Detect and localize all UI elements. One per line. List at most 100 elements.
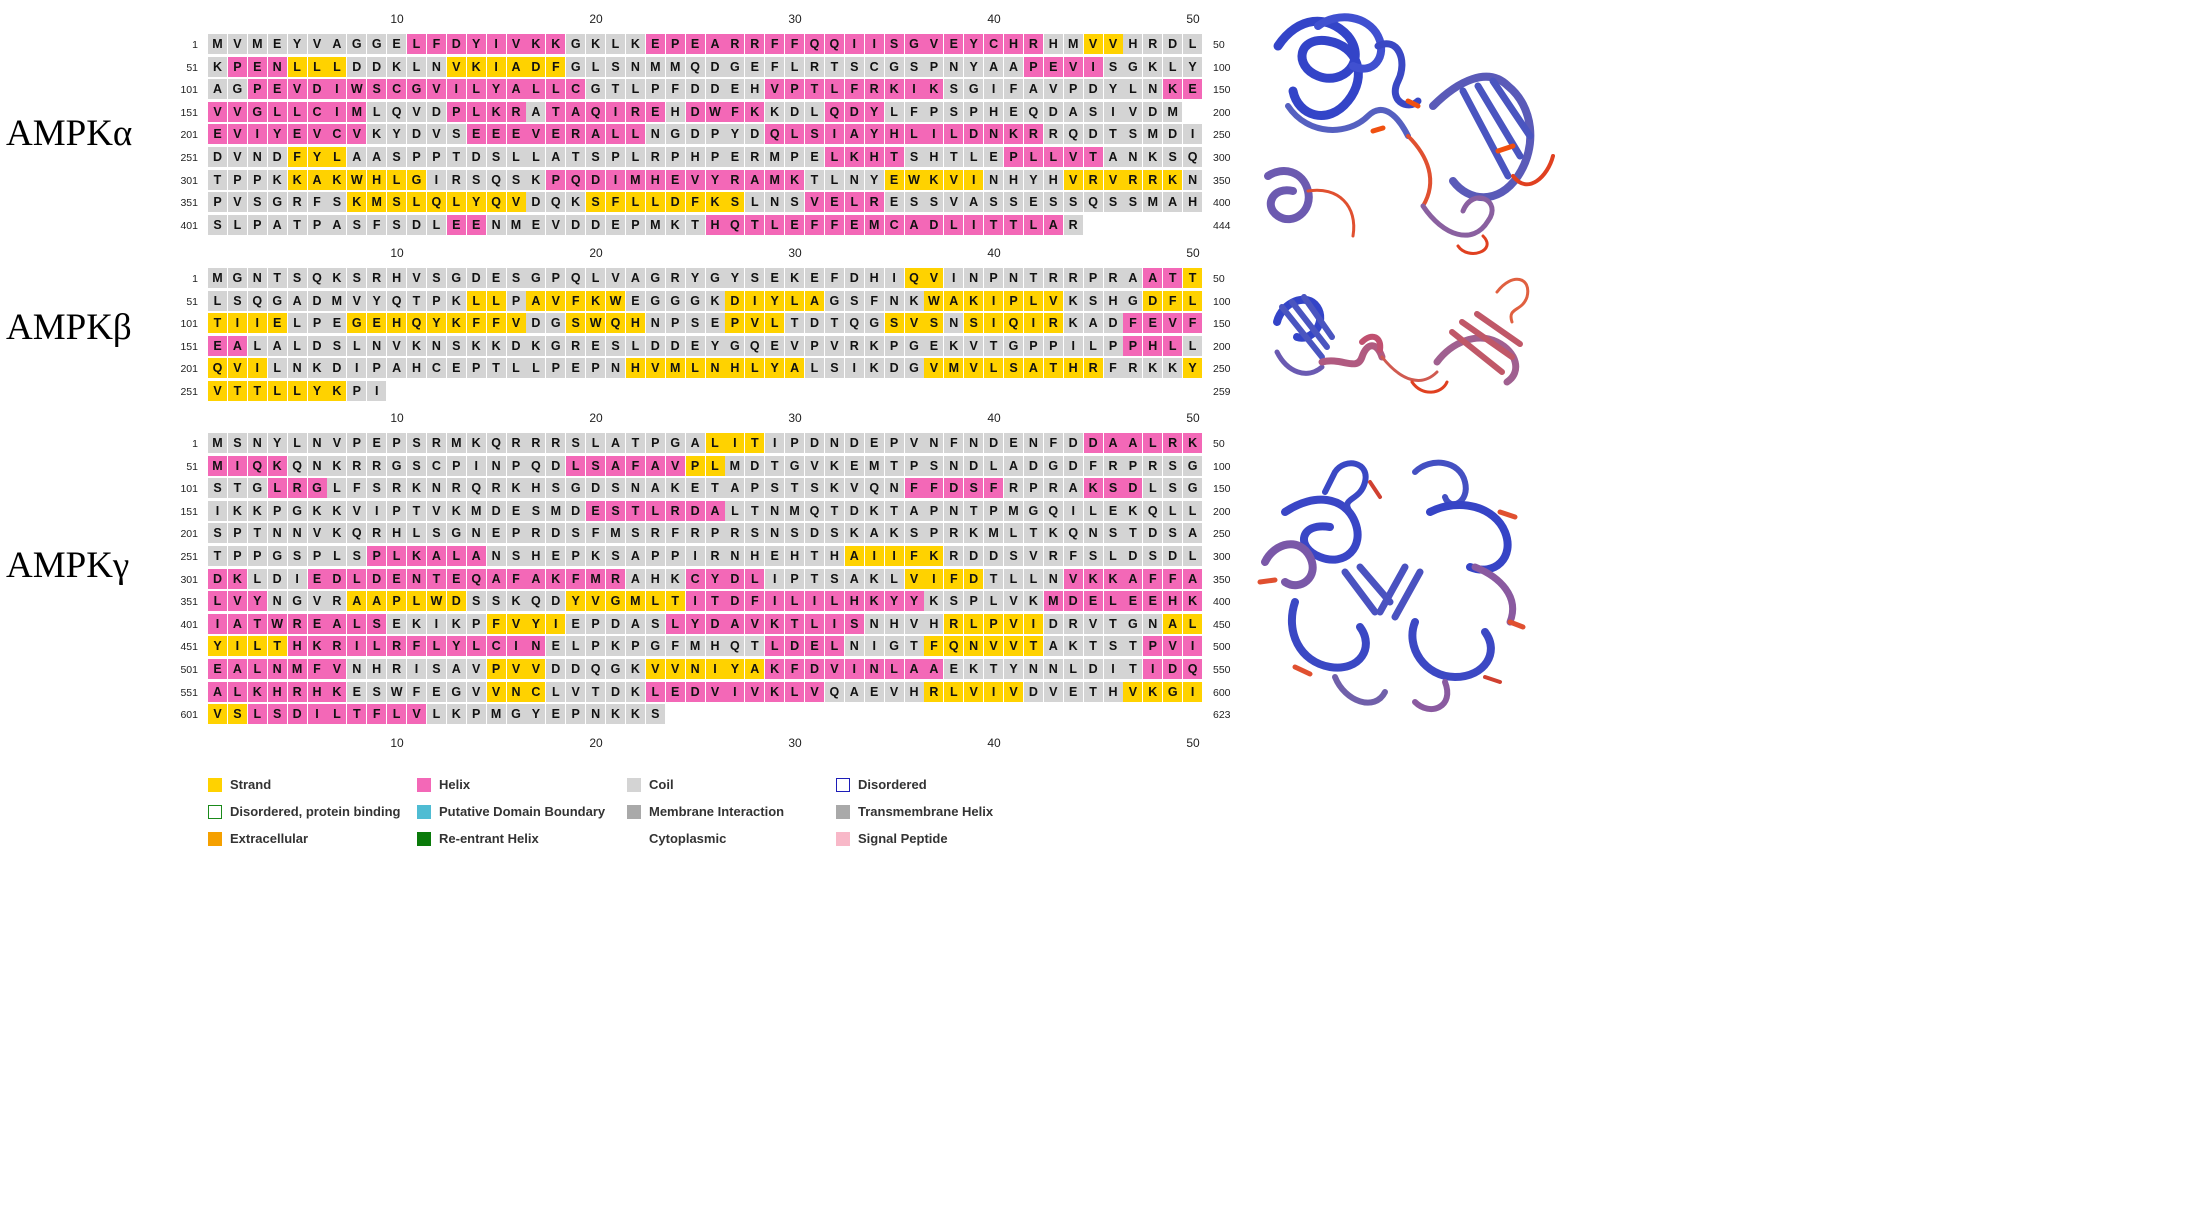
residue-cell: I	[864, 34, 884, 54]
residue-cell: M	[1043, 591, 1063, 612]
residue-cell: T	[1083, 636, 1103, 657]
residue-cell: G	[267, 192, 287, 213]
residue-cell: K	[307, 358, 327, 379]
residue-cell: N	[426, 56, 446, 77]
residue-cell: K	[625, 704, 645, 725]
residue-cell: S	[844, 290, 864, 311]
residue-cell: P	[645, 433, 665, 453]
residue-cell: G	[407, 79, 426, 100]
residue-cell: I	[546, 613, 566, 634]
residue-cell: S	[1004, 358, 1023, 379]
residue-cell: L	[1183, 335, 1203, 356]
residue-cell: P	[625, 214, 645, 235]
residue-cell: V	[1004, 636, 1023, 657]
sequence-row: 201 E V I Y E V C V K Y D V S E E E V E R A L L N G D P Y D Q L S I A Y H L I…	[0, 124, 1240, 145]
residue-cell: W	[924, 290, 944, 311]
residue-cell: G	[506, 704, 526, 725]
residue-cell: S	[606, 500, 625, 521]
residue-cell: A	[506, 56, 526, 77]
residue-cell: A	[267, 335, 287, 356]
residue-cell: R	[1063, 268, 1083, 288]
residue-cell: E	[466, 214, 486, 235]
residue-cell: V	[645, 358, 665, 379]
legend-swatch	[417, 832, 431, 846]
residue-cell: T	[1183, 268, 1203, 288]
residue-cell: V	[924, 268, 944, 288]
residue-cell: Y	[566, 591, 586, 612]
sequence-row: 201 S P T N N V K Q R H L S G N E P R D S F M S R F R P R S N S D S K A K S P…	[0, 523, 1240, 544]
residue-cell: K	[247, 681, 267, 702]
residue-cell: E	[884, 192, 904, 213]
residue-cell: R	[606, 568, 625, 589]
residue-cell: L	[625, 124, 645, 145]
residue-cell: Y	[725, 124, 745, 145]
legend-swatch	[417, 805, 431, 819]
residue-cell: I	[486, 34, 506, 54]
residue-cell: P	[307, 313, 327, 334]
residue-cell: P	[546, 169, 566, 190]
residue-cell: Y	[964, 56, 984, 77]
residue-cell: D	[267, 147, 287, 167]
residue-cell: A	[606, 455, 625, 476]
residue-cell: S	[267, 704, 287, 725]
residue-cell: N	[884, 290, 904, 311]
residue-cell: S	[964, 478, 984, 499]
residue-cell: K	[924, 591, 944, 612]
residue-cell: N	[267, 56, 287, 77]
residue-cell: C	[864, 56, 884, 77]
residue-cell: D	[367, 56, 387, 77]
residue-cell: K	[864, 500, 884, 521]
residue-cell: D	[1063, 455, 1083, 476]
residue-cell: T	[1103, 613, 1123, 634]
residue-cell: K	[606, 704, 625, 725]
residue-cell: D	[725, 290, 745, 311]
residue-cell: P	[227, 169, 247, 190]
residue-cell: V	[904, 433, 924, 453]
residue-cell: E	[765, 546, 785, 566]
residue-cell: K	[864, 568, 884, 589]
residue-cell: A	[1063, 478, 1083, 499]
residue-cell: H	[1043, 169, 1063, 190]
sequence-row: 401 I A T W R E A L S E K I K P F V Y I E P D A S L Y D A V K T L I S N H V H…	[0, 613, 1240, 635]
residue-cell: F	[785, 34, 805, 54]
residue-cell: M	[208, 268, 227, 288]
residue-cell: P	[566, 546, 586, 566]
residue-cell: V	[407, 704, 426, 725]
residue-cell: D	[1143, 523, 1163, 544]
ruler-tick: 40	[987, 246, 1001, 260]
residue-cell: C	[426, 455, 446, 476]
residue-cell: V	[307, 34, 327, 54]
residue-cell: N	[1004, 268, 1023, 288]
ruler-tick: 10	[390, 736, 404, 750]
residue-cell: K	[526, 335, 546, 356]
residue-cell: Q	[1143, 500, 1163, 521]
residue-cell: F	[307, 659, 327, 679]
residue-cell: S	[1083, 101, 1103, 122]
legend-swatch	[836, 832, 850, 846]
residue-cell: R	[287, 192, 307, 213]
residue-cell: R	[1143, 455, 1163, 476]
residue-cell: V	[904, 568, 924, 589]
residue-cell: Q	[466, 478, 486, 499]
residue-cell: S	[347, 546, 367, 566]
residue-cell: A	[327, 613, 347, 634]
residue-cell: K	[546, 568, 566, 589]
residue-cell: V	[526, 659, 546, 679]
residue-cell: A	[606, 433, 625, 453]
residue-cell: F	[506, 568, 526, 589]
residue-cell: A	[267, 214, 287, 235]
residue-cell: W	[606, 290, 625, 311]
residue-cell: V	[645, 659, 665, 679]
residue-cell: G	[347, 313, 367, 334]
residue-cell: I	[924, 568, 944, 589]
residue-cell: L	[526, 79, 546, 100]
residue-cell: A	[1123, 433, 1143, 453]
residue-cell: R	[1083, 358, 1103, 379]
residue-cell: S	[944, 101, 964, 122]
residue-cell: E	[625, 290, 645, 311]
residue-cell: H	[625, 358, 645, 379]
residue-cell: G	[1123, 613, 1143, 634]
residue-cell: H	[367, 169, 387, 190]
residue-cell: V	[566, 681, 586, 702]
residue-cell: H	[904, 681, 924, 702]
